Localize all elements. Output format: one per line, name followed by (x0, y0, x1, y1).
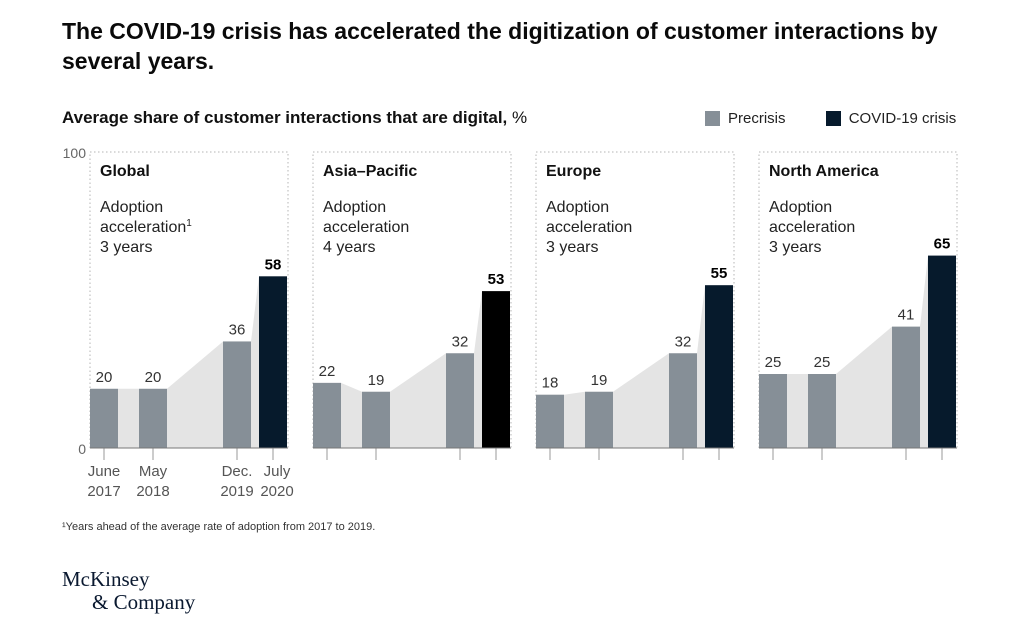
data-label: 36 (229, 321, 246, 338)
panel-note-line2: acceleration (323, 219, 409, 236)
data-label: 65 (934, 236, 951, 253)
bar-precrisis (536, 394, 564, 448)
legend-swatch-covid (825, 111, 841, 126)
bar-precrisis (223, 341, 251, 448)
legend: Precrisis COVID-19 crisis (705, 110, 956, 130)
footnote: ¹Years ahead of the average rate of adop… (62, 521, 376, 533)
data-label: 18 (542, 375, 559, 392)
panel-note-line1: Adoption (323, 199, 386, 216)
bar-covid (928, 255, 956, 448)
trend-area (759, 255, 956, 448)
data-label: 25 (814, 354, 831, 371)
chart-title: The COVID-19 crisis has accelerated the … (62, 18, 938, 74)
data-label: 20 (145, 369, 162, 386)
bar-precrisis (669, 353, 697, 448)
x-tick-label-month: May (139, 463, 168, 480)
panel-region-title: Global (100, 163, 150, 180)
data-label: 58 (265, 256, 282, 273)
panel-note-line2: acceleration1 (100, 218, 192, 236)
data-label: 22 (319, 363, 336, 380)
bar-precrisis (759, 374, 787, 448)
bar-precrisis (139, 388, 167, 448)
bar-covid (259, 276, 287, 448)
footnote-marker: 1 (186, 218, 192, 229)
panel-note-line3: 3 years (546, 239, 598, 256)
panel-note-line2: acceleration (769, 219, 855, 236)
panel-region-title: Asia–Pacific (323, 163, 417, 180)
logo-line1: McKinsey (62, 567, 150, 591)
panel-asia-pacific: 22 19 32 53 Asia–Pacific Adoption acceleration… (312, 151, 512, 460)
legend-item-covid: COVID-19 crisis (825, 110, 957, 127)
logo-line2: & Company (92, 590, 196, 614)
data-label: 32 (675, 333, 692, 350)
x-tick-label-year: 2017 (87, 483, 120, 500)
panel-europe: 18 19 32 55 Europe Adoption acceleration 3 year… (535, 151, 735, 460)
mckinsey-logo: McKinsey & Company (62, 568, 195, 614)
bar-covid (482, 291, 510, 448)
y-tick-label-bottom: 0 (78, 441, 86, 457)
bar-precrisis (446, 353, 474, 448)
bar-precrisis (808, 374, 836, 448)
data-label: 55 (711, 265, 728, 282)
trend-area (90, 276, 287, 448)
x-tick-label-year: 2019 (220, 483, 253, 500)
panel-region-title: Europe (546, 163, 601, 180)
data-label: 20 (96, 369, 113, 386)
chart-subtitle: Average share of customer interactions t… (62, 108, 527, 128)
data-label: 25 (765, 354, 782, 371)
panel-note-line1: Adoption (100, 199, 163, 216)
subtitle-unit: % (512, 108, 528, 127)
panel-north-america: 25 25 41 65 North America Adoption acceleratio… (758, 151, 958, 460)
data-label: 53 (488, 271, 505, 288)
x-tick-label-year: 2020 (260, 483, 293, 500)
x-tick-label-month: July (264, 463, 291, 480)
bar-precrisis (313, 382, 341, 448)
bar-precrisis (585, 391, 613, 448)
legend-swatch-precrisis (705, 111, 720, 126)
x-tick-label-month: Dec. (222, 463, 253, 480)
bar-precrisis (362, 391, 390, 448)
panel-region-title: North America (769, 163, 879, 180)
legend-label-precrisis: Precrisis (728, 110, 786, 127)
bar-precrisis (90, 388, 118, 448)
bar-covid (705, 285, 733, 448)
data-label: 19 (591, 372, 608, 389)
data-label: 41 (898, 307, 915, 324)
trend-area (313, 291, 510, 448)
panel-note-line3: 3 years (769, 239, 821, 256)
panel-note-line3: 4 years (323, 239, 375, 256)
panel-note-line1: Adoption (546, 199, 609, 216)
y-tick-label-top: 100 (63, 145, 87, 161)
x-tick-label-year: 2018 (136, 483, 169, 500)
legend-label-covid: COVID-19 crisis (848, 110, 957, 127)
legend-item-precrisis: Precrisis (705, 110, 786, 127)
bar-precrisis (892, 326, 920, 448)
panel-note-line1: Adoption (769, 199, 832, 216)
panel-note-line3: 3 years (100, 239, 152, 256)
data-label: 32 (452, 333, 469, 350)
data-label: 19 (368, 372, 385, 389)
panel-note-line2: acceleration (546, 219, 632, 236)
subtitle-text: Average share of customer interactions t… (62, 108, 508, 127)
trend-area (536, 285, 733, 448)
x-tick-label-month: June (88, 463, 121, 480)
